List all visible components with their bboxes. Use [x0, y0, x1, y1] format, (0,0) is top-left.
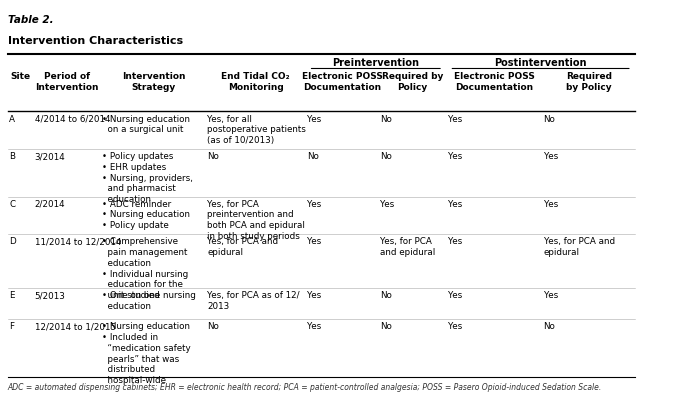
- Text: D: D: [9, 237, 16, 246]
- Text: Yes: Yes: [543, 200, 558, 209]
- Text: No: No: [380, 115, 392, 124]
- Text: Site: Site: [10, 72, 31, 81]
- Text: C: C: [9, 200, 15, 209]
- Text: • Nursing education
  on a surgical unit: • Nursing education on a surgical unit: [102, 115, 190, 134]
- Text: Electronic POSS
Documentation: Electronic POSS Documentation: [454, 72, 535, 92]
- Text: Intervention
Strategy: Intervention Strategy: [122, 72, 186, 92]
- Text: Yes, for PCA and
epidural: Yes, for PCA and epidural: [207, 237, 279, 257]
- Text: Yes: Yes: [307, 292, 321, 300]
- Text: Preintervention: Preintervention: [332, 58, 419, 68]
- Text: Electronic POSS
Documentation: Electronic POSS Documentation: [302, 72, 383, 92]
- Text: No: No: [380, 322, 392, 332]
- Text: No: No: [380, 292, 392, 300]
- Text: Yes: Yes: [447, 322, 462, 332]
- Text: Yes: Yes: [543, 152, 558, 161]
- Text: Yes: Yes: [447, 237, 462, 246]
- Text: End Tidal CO₂
Monitoring: End Tidal CO₂ Monitoring: [221, 72, 290, 92]
- Text: No: No: [543, 322, 555, 332]
- Text: B: B: [9, 152, 15, 161]
- Text: Required
by Policy: Required by Policy: [566, 72, 612, 92]
- Text: Yes: Yes: [447, 152, 462, 161]
- Text: Yes: Yes: [447, 115, 462, 124]
- Text: Period of
Intervention: Period of Intervention: [35, 72, 99, 92]
- Text: Required by
Policy: Required by Policy: [382, 72, 443, 92]
- Text: Yes: Yes: [380, 200, 395, 209]
- Text: Yes, for PCA
preintervention and
both PCA and epidural
in both study periods: Yes, for PCA preintervention and both PC…: [207, 200, 305, 241]
- Text: 5/2013: 5/2013: [35, 292, 66, 300]
- Text: • Policy updates
• EHR updates
• Nursing, providers,
  and pharmacist
  educatio: • Policy updates • EHR updates • Nursing…: [102, 152, 192, 204]
- Text: E: E: [9, 292, 15, 300]
- Text: No: No: [207, 152, 219, 161]
- Text: 4/2014 to 6/2014: 4/2014 to 6/2014: [35, 115, 110, 124]
- Text: • Nursing education
• Included in
  “medication safety
  pearls” that was
  dist: • Nursing education • Included in “medic…: [102, 322, 190, 385]
- Text: Yes: Yes: [307, 237, 321, 246]
- Text: No: No: [543, 115, 555, 124]
- Text: 11/2014 to 12/2014: 11/2014 to 12/2014: [35, 237, 121, 246]
- Text: No: No: [207, 322, 219, 332]
- Text: 2/2014: 2/2014: [35, 200, 65, 209]
- Text: • ADC reminder
• Nursing education
• Policy update: • ADC reminder • Nursing education • Pol…: [102, 200, 190, 230]
- Text: 3/2014: 3/2014: [35, 152, 65, 161]
- Text: Yes: Yes: [307, 115, 321, 124]
- Text: Yes: Yes: [447, 200, 462, 209]
- Text: No: No: [380, 152, 392, 161]
- Text: Intervention Characteristics: Intervention Characteristics: [8, 36, 183, 47]
- Text: 12/2014 to 1/2015: 12/2014 to 1/2015: [35, 322, 116, 332]
- Text: Yes, for PCA
and epidural: Yes, for PCA and epidural: [380, 237, 435, 257]
- Text: Yes, for PCA and
epidural: Yes, for PCA and epidural: [543, 237, 615, 257]
- Text: F: F: [9, 322, 14, 332]
- Text: Yes, for all
postoperative patients
(as of 10/2013): Yes, for all postoperative patients (as …: [207, 115, 307, 145]
- Text: Yes: Yes: [447, 292, 462, 300]
- Text: A: A: [9, 115, 15, 124]
- Text: ADC = automated dispensing cabinets; EHR = electronic health record; PCA = patie: ADC = automated dispensing cabinets; EHR…: [8, 383, 602, 391]
- Text: Yes: Yes: [307, 322, 321, 332]
- Text: No: No: [307, 152, 319, 161]
- Text: Yes, for PCA as of 12/
2013: Yes, for PCA as of 12/ 2013: [207, 292, 300, 311]
- Text: Yes: Yes: [307, 200, 321, 209]
- Text: Postintervention: Postintervention: [494, 58, 587, 68]
- Text: Yes: Yes: [543, 292, 558, 300]
- Text: Table 2.: Table 2.: [8, 15, 53, 25]
- Text: • One on one nursing
  education: • One on one nursing education: [102, 292, 196, 311]
- Text: • Comprehensive
  pain management
  education
• Individual nursing
  education f: • Comprehensive pain management educatio…: [102, 237, 188, 300]
